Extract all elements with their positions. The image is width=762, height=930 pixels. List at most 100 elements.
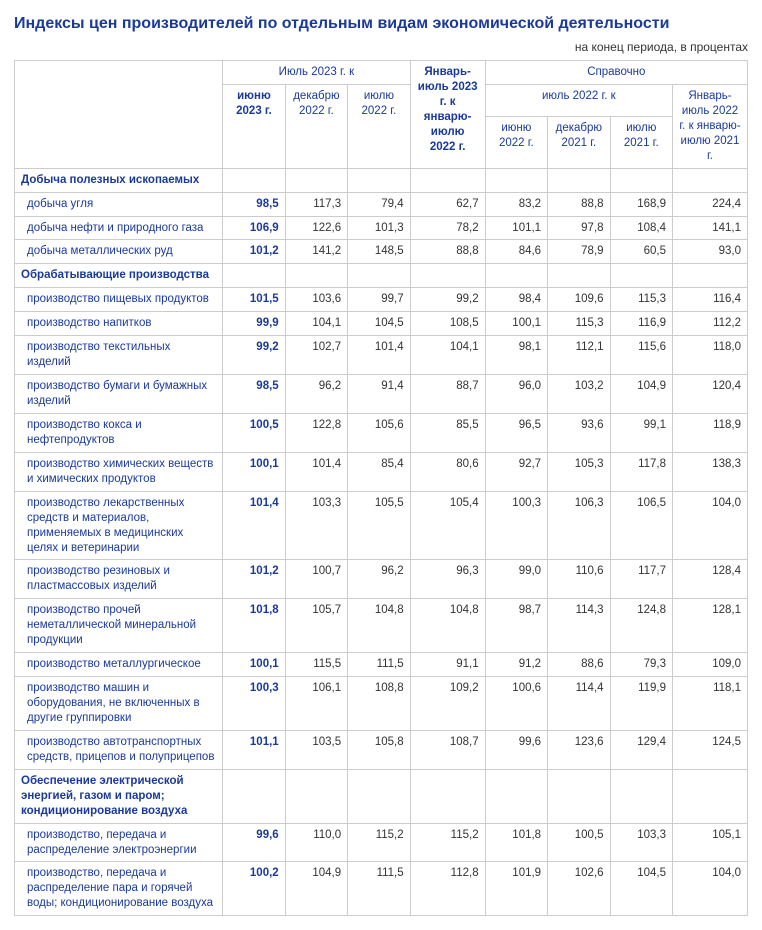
cell-value: 101,4 (285, 452, 347, 491)
cell-value: 96,0 (485, 375, 547, 414)
cell-value: 168,9 (610, 192, 672, 216)
table-row: производство прочей неметаллической мине… (15, 599, 748, 653)
cell-value: 105,1 (673, 823, 748, 862)
row-label: добыча нефти и природного газа (15, 216, 223, 240)
cell-value: 138,3 (673, 452, 748, 491)
data-table: Июль 2023 г. к Январь-июль 2023 г. к янв… (14, 60, 748, 916)
table-row: производство, передача и распределение п… (15, 862, 748, 916)
table-row: производство лекарственных средств и мат… (15, 491, 748, 560)
cell-value: 106,5 (610, 491, 672, 560)
cell-value: 103,5 (285, 730, 347, 769)
cell-value: 79,4 (348, 192, 411, 216)
col-c2: декабрю 2022 г. (285, 84, 347, 168)
cell-value: 98,4 (485, 288, 547, 312)
cell-value: 109,2 (410, 677, 485, 731)
table-row: производство напитков99,9104,1104,5108,5… (15, 312, 748, 336)
cell-value: 88,6 (548, 653, 610, 677)
cell-value: 60,5 (610, 240, 672, 264)
cell-value: 101,4 (223, 491, 285, 560)
header-mid1: июль 2022 г. к (485, 84, 672, 116)
cell-value: 91,4 (348, 375, 411, 414)
cell-value: 100,3 (485, 491, 547, 560)
col-c3: июлю 2022 г. (348, 84, 411, 168)
cell-value: 108,5 (410, 312, 485, 336)
table-row: производство химических веществ и химиче… (15, 452, 748, 491)
row-label: производство текстильных изделий (15, 336, 223, 375)
row-label: производство металлургическое (15, 653, 223, 677)
row-label: производство прочей неметаллической мине… (15, 599, 223, 653)
cell-value: 114,3 (548, 599, 610, 653)
cell-value: 98,5 (223, 192, 285, 216)
cell-value: 117,7 (610, 560, 672, 599)
cell-value: 101,5 (223, 288, 285, 312)
cell-value: 148,5 (348, 240, 411, 264)
row-label: производство резиновых и пластмассовых и… (15, 560, 223, 599)
cell-value: 104,8 (410, 599, 485, 653)
cell-value: 100,7 (285, 560, 347, 599)
cell-value: 108,7 (410, 730, 485, 769)
cell-value: 111,5 (348, 653, 411, 677)
row-label: производство кокса и нефтепродуктов (15, 413, 223, 452)
cell-value: 91,1 (410, 653, 485, 677)
cell-value: 124,8 (610, 599, 672, 653)
cell-value: 115,3 (548, 312, 610, 336)
cell-value: 105,4 (410, 491, 485, 560)
subtitle: на конец периода, в процентах (14, 40, 748, 54)
cell-value: 104,1 (285, 312, 347, 336)
cell-value: 85,5 (410, 413, 485, 452)
cell-value: 115,2 (348, 823, 411, 862)
cell-value: 99,2 (223, 336, 285, 375)
cell-value: 85,4 (348, 452, 411, 491)
table-row: добыча угля98,5117,379,462,783,288,8168,… (15, 192, 748, 216)
cell-value: 118,1 (673, 677, 748, 731)
cell-value: 104,8 (348, 599, 411, 653)
cell-value: 62,7 (410, 192, 485, 216)
header-group-1: Июль 2023 г. к (223, 61, 410, 85)
page-title: Индексы цен производителей по отдельным … (14, 14, 748, 34)
cell-value: 101,1 (223, 730, 285, 769)
row-label: производство, передача и распределение п… (15, 862, 223, 916)
header-mid2: Январь-июль 2022 г. к январю-июлю 2021 г… (673, 84, 748, 168)
row-label: производство, передача и распределение э… (15, 823, 223, 862)
table-row: производство автотранспортных средств, п… (15, 730, 748, 769)
table-row: добыча нефти и природного газа106,9122,6… (15, 216, 748, 240)
cell-value: 96,2 (348, 560, 411, 599)
cell-value: 100,5 (223, 413, 285, 452)
row-label: производство лекарственных средств и мат… (15, 491, 223, 560)
cell-value: 88,8 (410, 240, 485, 264)
cell-value: 92,7 (485, 452, 547, 491)
cell-value: 99,2 (410, 288, 485, 312)
cell-value: 115,3 (610, 288, 672, 312)
cell-value: 100,1 (485, 312, 547, 336)
cell-value: 119,9 (610, 677, 672, 731)
cell-value: 106,1 (285, 677, 347, 731)
cell-value: 112,1 (548, 336, 610, 375)
cell-value: 128,4 (673, 560, 748, 599)
cell-value: 103,6 (285, 288, 347, 312)
section-label: Обеспечение электрической энергией, газо… (15, 769, 223, 823)
cell-value: 93,0 (673, 240, 748, 264)
row-label: производство химических веществ и химиче… (15, 452, 223, 491)
cell-value: 112,8 (410, 862, 485, 916)
cell-value: 105,8 (348, 730, 411, 769)
section-label: Добыча полезных ископаемых (15, 168, 223, 192)
cell-value: 141,1 (673, 216, 748, 240)
cell-value: 101,9 (485, 862, 547, 916)
cell-value: 99,6 (485, 730, 547, 769)
cell-value: 108,4 (610, 216, 672, 240)
col-c1: июню 2023 г. (223, 84, 285, 168)
cell-value: 99,0 (485, 560, 547, 599)
section-label: Обрабатывающие производства (15, 264, 223, 288)
cell-value: 98,1 (485, 336, 547, 375)
cell-value: 83,2 (485, 192, 547, 216)
cell-value: 105,6 (348, 413, 411, 452)
cell-value: 118,9 (673, 413, 748, 452)
cell-value: 120,4 (673, 375, 748, 414)
cell-value: 109,0 (673, 653, 748, 677)
cell-value: 100,3 (223, 677, 285, 731)
cell-value: 98,5 (223, 375, 285, 414)
cell-value: 88,8 (548, 192, 610, 216)
cell-value: 114,4 (548, 677, 610, 731)
row-label: производство машин и оборудования, не вк… (15, 677, 223, 731)
row-label: производство пищевых продуктов (15, 288, 223, 312)
